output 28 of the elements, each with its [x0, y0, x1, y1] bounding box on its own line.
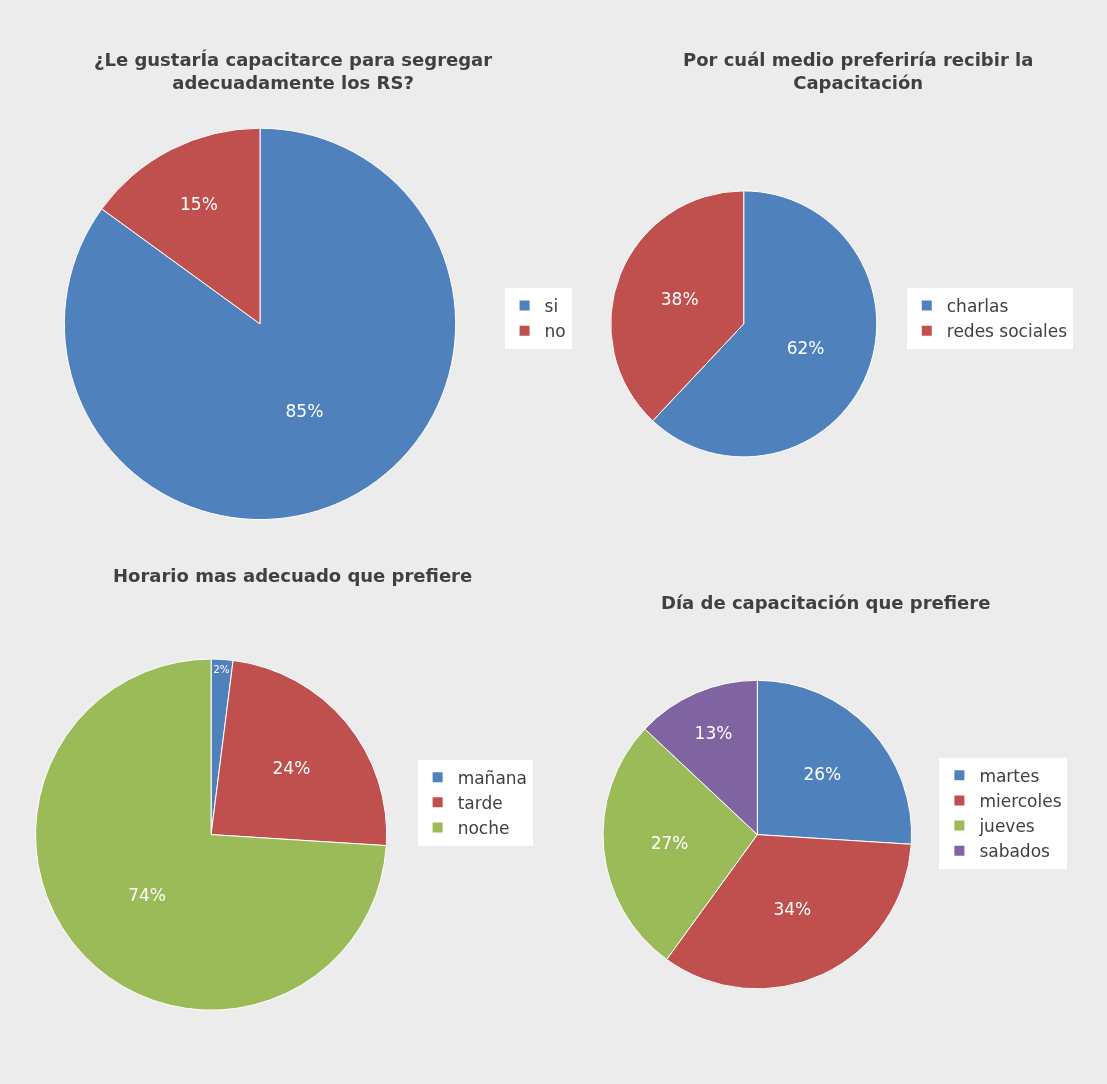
legend-label: jueves	[978, 816, 1035, 837]
chart-title: Día de capacitación que prefiere	[661, 592, 991, 613]
data-label: 27%	[650, 832, 689, 853]
data-label: 62%	[786, 338, 825, 359]
data-label: 38%	[660, 288, 699, 309]
data-label: 85%	[285, 401, 324, 422]
data-label: 15%	[180, 193, 218, 214]
legend-label: martes	[979, 766, 1040, 786]
data-label: 13%	[694, 723, 733, 744]
data-label: 2%	[213, 663, 230, 676]
legend-label: sabados	[979, 841, 1051, 862]
legend-label: tarde	[457, 792, 503, 813]
legend-label: si	[544, 296, 559, 317]
legend-label: mañana	[457, 767, 527, 788]
chart-title: Por cuál medio preferiría recibir la Capacitación	[683, 49, 1034, 94]
data-label: 24%	[272, 758, 311, 779]
legend-label: no	[544, 321, 566, 342]
legend-label: redes sociales	[946, 321, 1068, 342]
chart-title: Horario mas adecuado que prefiere	[113, 565, 473, 586]
legend-label: noche	[457, 818, 510, 839]
data-label: 74%	[128, 884, 166, 905]
chart-title: ¿Le gustarÍa capacitarce para segregar adecuadamente los RS?	[94, 49, 493, 94]
data-label: 26%	[803, 763, 842, 784]
legend-label: charlas	[946, 296, 1009, 317]
pie-slice	[35, 658, 387, 1011]
legend-label: miercoles	[979, 791, 1062, 812]
pie-slice	[63, 127, 456, 520]
data-label: 34%	[773, 899, 812, 919]
